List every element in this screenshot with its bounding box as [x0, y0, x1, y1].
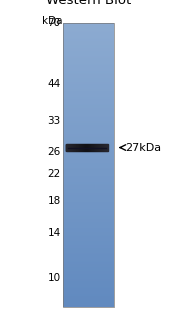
Bar: [106, 144, 107, 151]
Bar: [97, 144, 98, 151]
Bar: [99, 144, 100, 151]
Bar: [81, 144, 82, 151]
Bar: [73, 144, 74, 151]
Text: 26: 26: [47, 147, 61, 158]
Text: 27kDa: 27kDa: [125, 142, 161, 153]
Bar: [85, 144, 86, 151]
Bar: [103, 144, 104, 151]
Bar: [95, 144, 96, 151]
Text: 44: 44: [47, 79, 61, 89]
Bar: [96, 144, 97, 151]
Bar: [91, 144, 92, 151]
Bar: [63, 23, 114, 307]
Text: kDa: kDa: [42, 16, 63, 26]
Text: 33: 33: [47, 116, 61, 126]
Text: 22: 22: [47, 169, 61, 179]
Bar: [82, 144, 83, 151]
Bar: [75, 144, 76, 151]
Bar: [90, 144, 91, 151]
Bar: [68, 144, 69, 151]
Bar: [102, 144, 103, 151]
Bar: [74, 144, 75, 151]
Bar: [72, 144, 73, 151]
Bar: [76, 144, 77, 151]
Bar: [107, 144, 108, 151]
Text: 70: 70: [48, 18, 61, 28]
Bar: [67, 144, 68, 151]
Bar: [79, 144, 80, 151]
Bar: [87, 144, 88, 151]
Bar: [84, 144, 85, 151]
Bar: [66, 144, 67, 151]
Bar: [105, 144, 106, 151]
Bar: [69, 144, 70, 151]
Bar: [86, 144, 87, 151]
Bar: [78, 144, 79, 151]
Bar: [89, 144, 90, 151]
Bar: [101, 144, 102, 151]
Bar: [93, 144, 94, 151]
Text: 18: 18: [47, 196, 61, 205]
Bar: [70, 144, 71, 151]
Bar: [100, 144, 101, 151]
Text: 10: 10: [48, 273, 61, 282]
Bar: [94, 144, 95, 151]
Bar: [77, 144, 78, 151]
Bar: [80, 144, 81, 151]
Text: 14: 14: [47, 228, 61, 239]
Bar: [88, 144, 89, 151]
Bar: [98, 144, 99, 151]
Bar: [71, 144, 72, 151]
Bar: [92, 144, 93, 151]
Text: Western Blot: Western Blot: [46, 0, 131, 7]
Bar: [83, 144, 84, 151]
